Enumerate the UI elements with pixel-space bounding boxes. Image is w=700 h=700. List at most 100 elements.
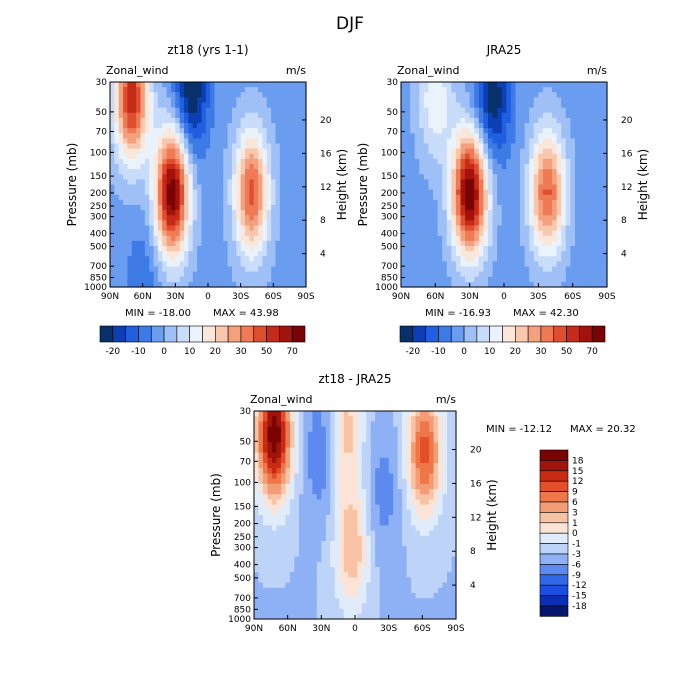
field-cell bbox=[162, 143, 168, 150]
colorbar-level-label: -20 bbox=[105, 347, 120, 357]
field-cell bbox=[570, 102, 576, 109]
field-cell bbox=[375, 546, 381, 552]
field-cell bbox=[460, 97, 466, 104]
field-cell bbox=[529, 174, 535, 180]
field-cell bbox=[110, 194, 115, 201]
field-cell bbox=[166, 102, 172, 109]
field-cell bbox=[334, 572, 340, 578]
field-cell bbox=[271, 271, 277, 278]
field-cell bbox=[276, 442, 282, 448]
field-cell bbox=[334, 551, 340, 558]
field-cell bbox=[542, 133, 549, 139]
field-cell bbox=[379, 582, 385, 589]
field-cell bbox=[266, 256, 272, 262]
field-cell bbox=[552, 169, 558, 175]
field-cell bbox=[593, 174, 599, 180]
field-cell bbox=[497, 117, 503, 124]
field-cell bbox=[352, 426, 358, 433]
field-cell bbox=[266, 153, 272, 160]
field-cell bbox=[437, 153, 443, 160]
field-cell bbox=[136, 276, 142, 283]
field-cell bbox=[556, 107, 562, 114]
field-cell bbox=[492, 256, 498, 262]
field-cell bbox=[419, 235, 425, 242]
field-cell bbox=[334, 593, 340, 599]
field-cell bbox=[162, 205, 168, 211]
field-cell bbox=[565, 97, 571, 104]
field-cell bbox=[423, 251, 430, 257]
field-cell bbox=[497, 220, 503, 227]
variable-label: Zonal_wind bbox=[106, 64, 169, 77]
field-cell bbox=[275, 189, 281, 196]
field-cell bbox=[179, 246, 185, 252]
field-cell bbox=[469, 276, 475, 283]
field-cell bbox=[325, 447, 331, 454]
field-cell bbox=[442, 158, 448, 165]
field-cell bbox=[136, 112, 142, 119]
field-cell bbox=[455, 246, 462, 252]
field-cell bbox=[205, 87, 211, 93]
field-cell bbox=[474, 143, 480, 150]
field-cell bbox=[136, 82, 142, 88]
field-cell bbox=[192, 276, 198, 283]
field-cell bbox=[414, 82, 420, 88]
field-cell bbox=[370, 411, 376, 417]
field-cell bbox=[127, 205, 133, 211]
field-cell bbox=[289, 468, 295, 474]
field-cell bbox=[285, 603, 291, 610]
field-cell bbox=[451, 215, 457, 221]
field-cell bbox=[352, 572, 358, 578]
field-cell bbox=[465, 112, 471, 119]
field-cell bbox=[249, 169, 255, 175]
field-cell bbox=[240, 123, 246, 129]
field-cell bbox=[506, 210, 512, 216]
field-cell bbox=[210, 138, 216, 145]
field-cell bbox=[339, 613, 345, 620]
field-cell bbox=[428, 205, 434, 211]
field-cell bbox=[533, 169, 539, 175]
field-cell bbox=[410, 281, 416, 288]
field-cell bbox=[266, 117, 272, 124]
field-cell bbox=[279, 189, 285, 196]
field-cell bbox=[231, 225, 237, 232]
field-cell bbox=[197, 281, 203, 288]
field-cell bbox=[275, 179, 281, 186]
field-cell bbox=[497, 230, 503, 237]
field-cell bbox=[433, 199, 439, 206]
field-cell bbox=[506, 123, 512, 129]
field-cell bbox=[451, 184, 457, 191]
field-cell bbox=[245, 230, 250, 237]
field-cell bbox=[157, 251, 163, 257]
field-cell bbox=[357, 567, 363, 573]
field-cell bbox=[297, 276, 303, 283]
field-cell bbox=[258, 587, 264, 594]
field-cell bbox=[184, 143, 189, 150]
field-cell bbox=[401, 133, 407, 139]
colorbar-level-label: 20 bbox=[210, 347, 222, 357]
field-cell bbox=[478, 235, 484, 242]
field-cell bbox=[529, 189, 535, 196]
field-cell bbox=[375, 587, 381, 594]
field-cell bbox=[325, 551, 331, 558]
field-cell bbox=[565, 235, 571, 242]
figure-title: DJF bbox=[336, 14, 364, 34]
field-cell bbox=[325, 416, 331, 422]
field-cell bbox=[285, 442, 291, 448]
field-cell bbox=[231, 164, 237, 170]
field-cell bbox=[245, 169, 250, 175]
field-cell bbox=[210, 184, 216, 191]
field-cell bbox=[565, 164, 571, 170]
field-cell bbox=[348, 561, 354, 568]
field-cell bbox=[280, 483, 287, 490]
field-cell bbox=[352, 525, 358, 532]
field-cell bbox=[188, 123, 194, 129]
field-cell bbox=[460, 235, 466, 242]
field-cell bbox=[231, 102, 237, 109]
field-cell bbox=[419, 158, 425, 165]
field-cell bbox=[515, 189, 521, 196]
field-cell bbox=[188, 128, 194, 134]
field-cell bbox=[410, 112, 416, 119]
field-cell bbox=[153, 169, 159, 175]
field-cell bbox=[312, 572, 318, 578]
field-cell bbox=[279, 240, 285, 247]
